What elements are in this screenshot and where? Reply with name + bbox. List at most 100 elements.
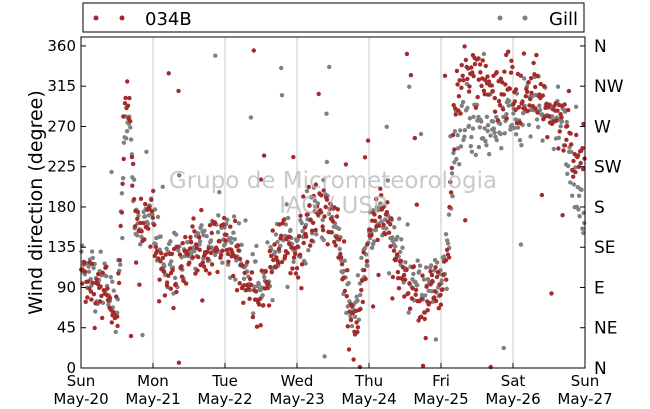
034b-point [560, 213, 565, 218]
034b-point [456, 108, 461, 113]
gill-point [279, 93, 285, 98]
034b-point [537, 92, 542, 97]
gill-point [537, 103, 542, 108]
gill-point [371, 239, 377, 244]
034b-point [204, 249, 210, 255]
034b-point [533, 106, 538, 111]
034b-point [365, 242, 370, 247]
034b-point [378, 186, 383, 191]
gill-point [173, 232, 179, 237]
gill-point [304, 188, 310, 194]
034b-point [115, 314, 120, 319]
034b-point [427, 300, 432, 306]
034b-point [138, 220, 143, 226]
034b-point [547, 103, 552, 108]
034b-point [291, 154, 296, 160]
034b-point [546, 114, 552, 119]
034b-point [261, 153, 267, 158]
034b-point [130, 183, 135, 188]
034b-point [91, 292, 97, 297]
series-gill-points [79, 51, 587, 359]
gill-point [488, 133, 493, 138]
034b-point [309, 238, 314, 243]
034b-point [538, 81, 543, 87]
gill-point [460, 99, 466, 105]
034b-point [383, 231, 388, 237]
034b-point [160, 255, 166, 261]
gill-point [136, 213, 141, 218]
gill-point [320, 217, 325, 223]
034b-point [121, 156, 126, 162]
034b-point [332, 239, 337, 245]
gill-point [559, 118, 565, 124]
gill-point [415, 283, 420, 288]
y-tick-label-4: 180 [47, 198, 76, 216]
gill-point [254, 243, 259, 249]
gill-point [279, 65, 284, 71]
034b-point [504, 52, 509, 58]
gill-point [236, 221, 242, 226]
034b-point [266, 303, 272, 308]
034b-point [94, 277, 100, 282]
gill-point [571, 182, 577, 187]
034b-point [313, 182, 319, 187]
034b-point [523, 94, 528, 99]
gill-point [135, 233, 140, 238]
gill-point [252, 284, 257, 289]
034b-point [489, 83, 494, 88]
034b-point [479, 83, 484, 89]
034b-point [205, 256, 210, 261]
034b-point [349, 303, 355, 308]
034b-point [208, 250, 214, 256]
034b-point [355, 329, 360, 335]
gill-point [444, 286, 449, 291]
034b-point [465, 76, 470, 82]
gill-point [423, 293, 428, 298]
x-tick-date-4: May-24 [341, 390, 396, 408]
gill-point [462, 127, 468, 133]
gill-point [93, 309, 98, 314]
034b-point [128, 333, 134, 339]
034b-point [309, 228, 315, 233]
034b-point [311, 193, 316, 199]
034b-point [249, 270, 255, 275]
gill-point [326, 211, 332, 216]
034b-point [90, 280, 95, 285]
034b-point [89, 261, 95, 267]
gill-point [378, 201, 383, 206]
034b-point [326, 229, 331, 235]
034b-point [236, 243, 241, 248]
034b-point [250, 314, 256, 320]
034b-point [240, 263, 245, 268]
034b-point [500, 80, 505, 85]
034b-point [444, 277, 449, 282]
legend-marker-gill [497, 15, 503, 21]
gill-point [234, 258, 239, 263]
034b-point [121, 114, 126, 119]
034b-point [566, 88, 572, 94]
gill-point [407, 84, 412, 90]
watermark-line-2: IAG / USP [279, 193, 387, 219]
034b-point [234, 288, 240, 293]
034b-point [545, 135, 550, 140]
034b-point [228, 224, 233, 229]
034b-point [452, 147, 457, 152]
034b-point [269, 269, 274, 275]
gill-point [291, 259, 296, 264]
gill-point [493, 134, 498, 139]
034b-point [297, 252, 303, 257]
gill-point [98, 249, 103, 254]
gill-point [393, 244, 398, 249]
034b-point [362, 155, 368, 160]
034b-point [273, 265, 278, 270]
gill-point [337, 246, 342, 252]
034b-point [143, 201, 148, 207]
034b-point [388, 244, 393, 249]
034b-point [179, 264, 184, 269]
034b-point [448, 190, 454, 195]
gill-point [241, 276, 247, 281]
gill-point [109, 169, 114, 175]
gill-point [452, 129, 458, 134]
034b-point [199, 207, 204, 213]
gill-point [288, 227, 293, 233]
